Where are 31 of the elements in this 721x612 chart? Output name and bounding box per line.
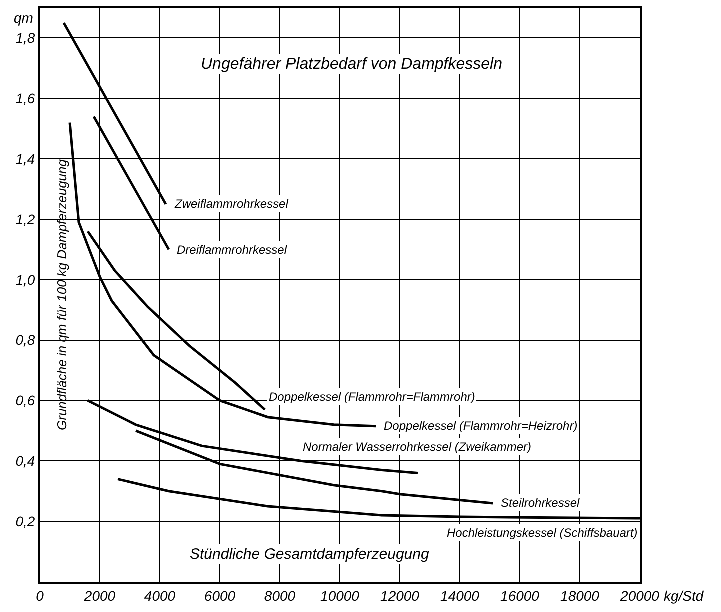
- x-tick-label: 18000: [560, 588, 600, 604]
- y-tick-label: 1,8: [16, 30, 36, 46]
- x-tick-label: 10000: [320, 588, 360, 604]
- series-label: Normaler Wasserrohrkessel (Zweikammer): [303, 440, 532, 454]
- x-tick-label: 2000: [83, 588, 116, 604]
- y-tick-label: 0,4: [16, 453, 36, 470]
- text: kg/Std: [664, 588, 705, 604]
- y-tick-label: 1,2: [16, 211, 36, 228]
- x-tick-label: 4000: [144, 588, 176, 604]
- series-label: Dreiflammrohrkessel: [177, 243, 288, 257]
- series-label: Hochleistungskessel (Schiffsbauart): [447, 526, 638, 540]
- x-tick-label: 14000: [440, 588, 480, 604]
- x-tick-label: 6000: [204, 588, 236, 604]
- y-tick-label: 1,4: [16, 150, 36, 167]
- series-label: Steilrohrkessel: [501, 496, 580, 510]
- x-tick-label: 12000: [380, 588, 420, 604]
- text: Ungefährer Platzbedarf von Dampfkesseln: [201, 56, 503, 73]
- y-tick-label: 0,2: [16, 513, 36, 530]
- series-label: Doppelkessel (Flammrohr=Heizrohr): [384, 419, 578, 433]
- text: qm: [14, 10, 34, 26]
- series-label: Zweiflammrohrkessel: [174, 197, 289, 211]
- y-tick-label: 1,0: [16, 272, 36, 288]
- y-tick-label: 0,6: [16, 392, 36, 409]
- x-tick-label: 0: [36, 588, 44, 604]
- x-tick-label: 16000: [500, 588, 540, 604]
- x-tick-label: 8000: [264, 588, 296, 604]
- x-axis-title: Stündliche Gesamtdampferzeugung: [190, 546, 430, 563]
- y-tick-label: 0,8: [16, 332, 36, 348]
- x-tick-label: 20000: [620, 588, 660, 604]
- y-tick-label: 1,6: [16, 90, 36, 107]
- series-label: Doppelkessel (Flammrohr=Flammrohr): [269, 390, 476, 404]
